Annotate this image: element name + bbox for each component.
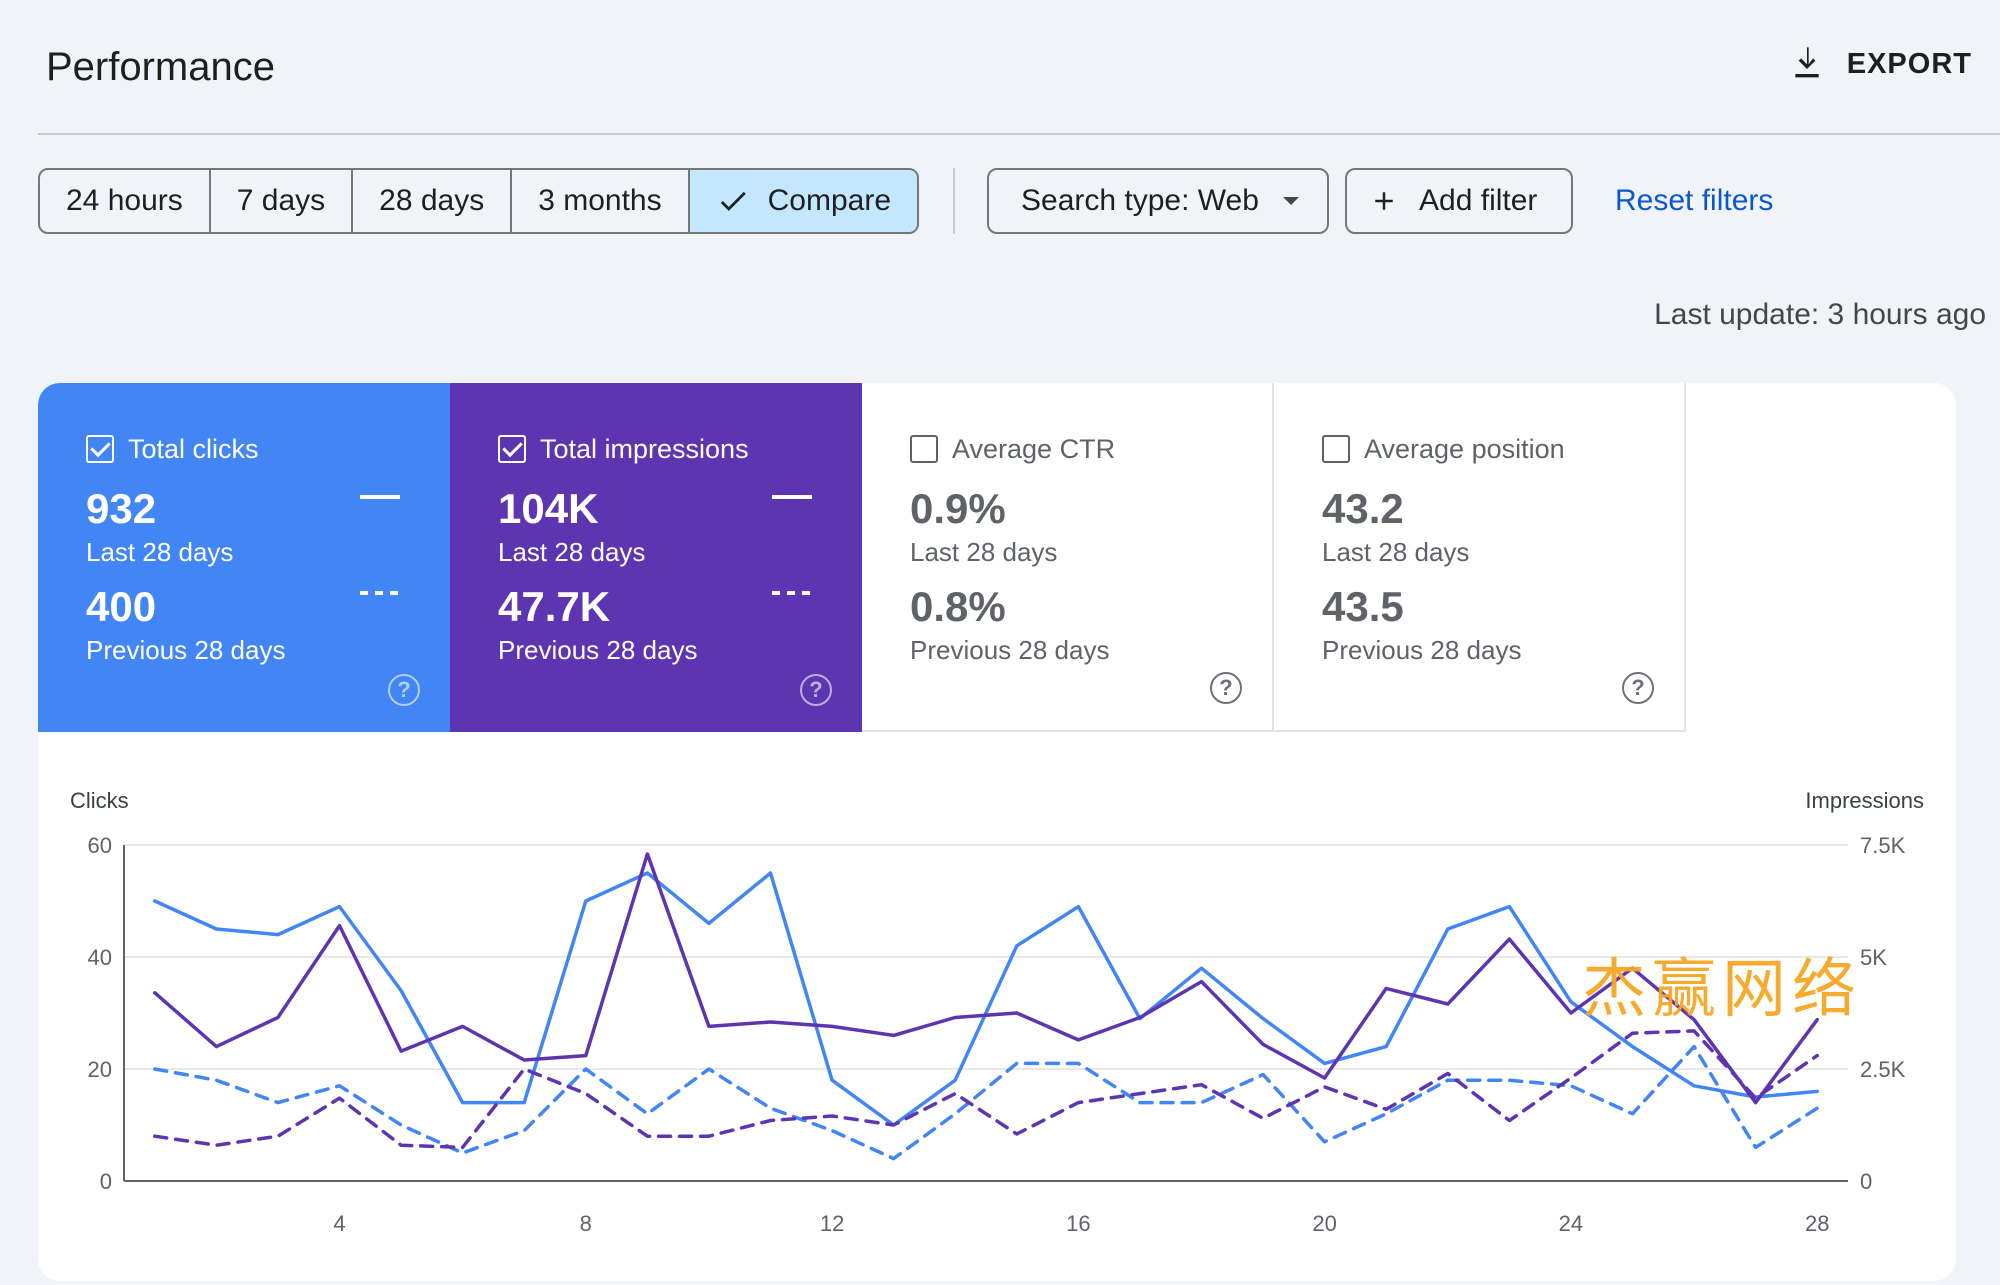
- help-icon[interactable]: ?: [1210, 672, 1242, 704]
- x-tick: 16: [1066, 1211, 1090, 1236]
- help-icon[interactable]: ?: [388, 674, 420, 706]
- metric-previous-period: Previous 28 days: [1322, 635, 1522, 665]
- metric-previous-value: 0.8%: [910, 583, 1006, 630]
- compare-label: Compare: [767, 184, 892, 217]
- check-icon: [720, 191, 746, 211]
- y-tick-left: 40: [88, 945, 112, 970]
- solid-line-legend-icon: [772, 495, 812, 499]
- last-update: Last update: 3 hours ago: [1654, 298, 1986, 331]
- export-button[interactable]: EXPORT: [1787, 44, 1972, 84]
- date-range-24-hours[interactable]: 24 hours: [40, 170, 211, 232]
- series-line-2: [153, 1044, 1819, 1161]
- dashed-line-legend-icon: [360, 591, 400, 595]
- checkbox-icon[interactable]: [1322, 435, 1350, 463]
- performance-chart: Clicks Impressions 0 20 40 60 0 2.5K 5K 7.5K 4 8 1…: [38, 732, 1956, 1281]
- y-tick-left: 0: [100, 1169, 112, 1194]
- plus-icon: [1375, 192, 1393, 210]
- metric-previous-value: 400: [86, 583, 157, 630]
- metric-current-period: Last 28 days: [1322, 537, 1470, 567]
- metric-tiles: Total clicks 932 Last 28 days 400 Previo…: [38, 383, 1686, 732]
- date-range-28-days[interactable]: 28 days: [353, 170, 513, 232]
- metric-previous-period: Previous 28 days: [86, 635, 286, 665]
- metric-current-value: 932: [86, 485, 157, 532]
- compare-button[interactable]: Compare: [689, 170, 918, 232]
- series-line-3: [153, 1029, 1819, 1150]
- y-tick-left: 60: [88, 833, 112, 858]
- performance-card: Total clicks 932 Last 28 days 400 Previo…: [38, 383, 1956, 1281]
- checkbox-icon[interactable]: [86, 435, 114, 463]
- watermark-text: 杰赢网络: [1582, 953, 1862, 1027]
- x-tick: 20: [1312, 1211, 1336, 1236]
- y-tick-right: 7.5K: [1860, 833, 1906, 858]
- metric-average-ctr[interactable]: Average CTR 0.9% Last 28 days 0.8% Previ…: [862, 383, 1274, 732]
- metric-current-period: Last 28 days: [86, 537, 234, 567]
- reset-filters-link[interactable]: Reset filters: [1615, 184, 1774, 217]
- x-tick: 8: [580, 1211, 592, 1236]
- add-filter-label: Add filter: [1419, 184, 1538, 217]
- metric-label: Total clicks: [128, 433, 259, 464]
- metric-current-value: 104K: [498, 485, 599, 532]
- metric-current-value: 0.9%: [910, 485, 1006, 532]
- chart-svg: Clicks Impressions 0 20 40 60 0 2.5K 5K 7.5K 4 8 1…: [70, 788, 1924, 1236]
- x-tick: 12: [820, 1211, 844, 1236]
- metric-current-period: Last 28 days: [910, 537, 1058, 567]
- header-divider: [38, 133, 2000, 135]
- filter-divider: [953, 168, 956, 234]
- y-tick-right: 2.5K: [1860, 1057, 1906, 1082]
- header: Performance EXPORT: [0, 0, 2000, 135]
- search-type-label: Search type: Web: [1021, 184, 1259, 217]
- metric-previous-value: 43.5: [1322, 583, 1404, 630]
- metric-label: Average CTR: [952, 433, 1116, 464]
- date-range-selector: 24 hours 7 days 28 days 3 months Compare: [38, 168, 920, 234]
- metric-current-period: Last 28 days: [498, 537, 646, 567]
- metric-previous-period: Previous 28 days: [910, 635, 1110, 665]
- search-type-dropdown[interactable]: Search type: Web: [987, 168, 1330, 234]
- solid-line-legend-icon: [360, 495, 400, 499]
- metric-label: Total impressions: [540, 433, 749, 464]
- y-tick-right: 5K: [1860, 945, 1887, 970]
- x-tick: 24: [1559, 1211, 1583, 1236]
- help-icon[interactable]: ?: [800, 674, 832, 706]
- date-range-7-days[interactable]: 7 days: [211, 170, 354, 232]
- y-axis-left-title: Clicks: [70, 788, 129, 813]
- download-icon: [1795, 47, 1819, 78]
- x-tick: 28: [1805, 1211, 1829, 1236]
- series-line-1: [153, 852, 1819, 1105]
- dropdown-arrow-icon: [1283, 197, 1300, 205]
- date-range-3-months[interactable]: 3 months: [512, 170, 690, 232]
- export-label: EXPORT: [1846, 47, 1972, 80]
- y-axis-right-title: Impressions: [1805, 788, 1924, 813]
- metric-total-clicks[interactable]: Total clicks 932 Last 28 days 400 Previo…: [38, 383, 450, 732]
- gridlines: [123, 844, 1848, 1182]
- series-lines: [153, 852, 1819, 1161]
- y-tick-right: 0: [1860, 1169, 1872, 1194]
- checkbox-icon[interactable]: [498, 435, 526, 463]
- add-filter-button[interactable]: Add filter: [1345, 168, 1574, 234]
- metric-current-value: 43.2: [1322, 485, 1404, 532]
- page-title: Performance: [46, 45, 275, 89]
- metric-label: Average position: [1364, 433, 1565, 464]
- filter-bar: 24 hours 7 days 28 days 3 months Compare…: [38, 168, 1773, 234]
- series-line-0: [153, 871, 1819, 1127]
- help-icon[interactable]: ?: [1622, 672, 1654, 704]
- metric-average-position[interactable]: Average position 43.2 Last 28 days 43.5 …: [1274, 383, 1686, 732]
- dashed-line-legend-icon: [772, 591, 812, 595]
- checkbox-icon[interactable]: [910, 435, 938, 463]
- metric-previous-value: 47.7K: [498, 583, 611, 630]
- tick-labels: 0 20 40 60 0 2.5K 5K 7.5K 4 8 12 16 20 24 28: [88, 833, 1906, 1236]
- x-tick: 4: [333, 1211, 345, 1236]
- metric-previous-period: Previous 28 days: [498, 635, 698, 665]
- y-tick-left: 20: [88, 1057, 112, 1082]
- metric-total-impressions[interactable]: Total impressions 104K Last 28 days 47.7…: [450, 383, 862, 732]
